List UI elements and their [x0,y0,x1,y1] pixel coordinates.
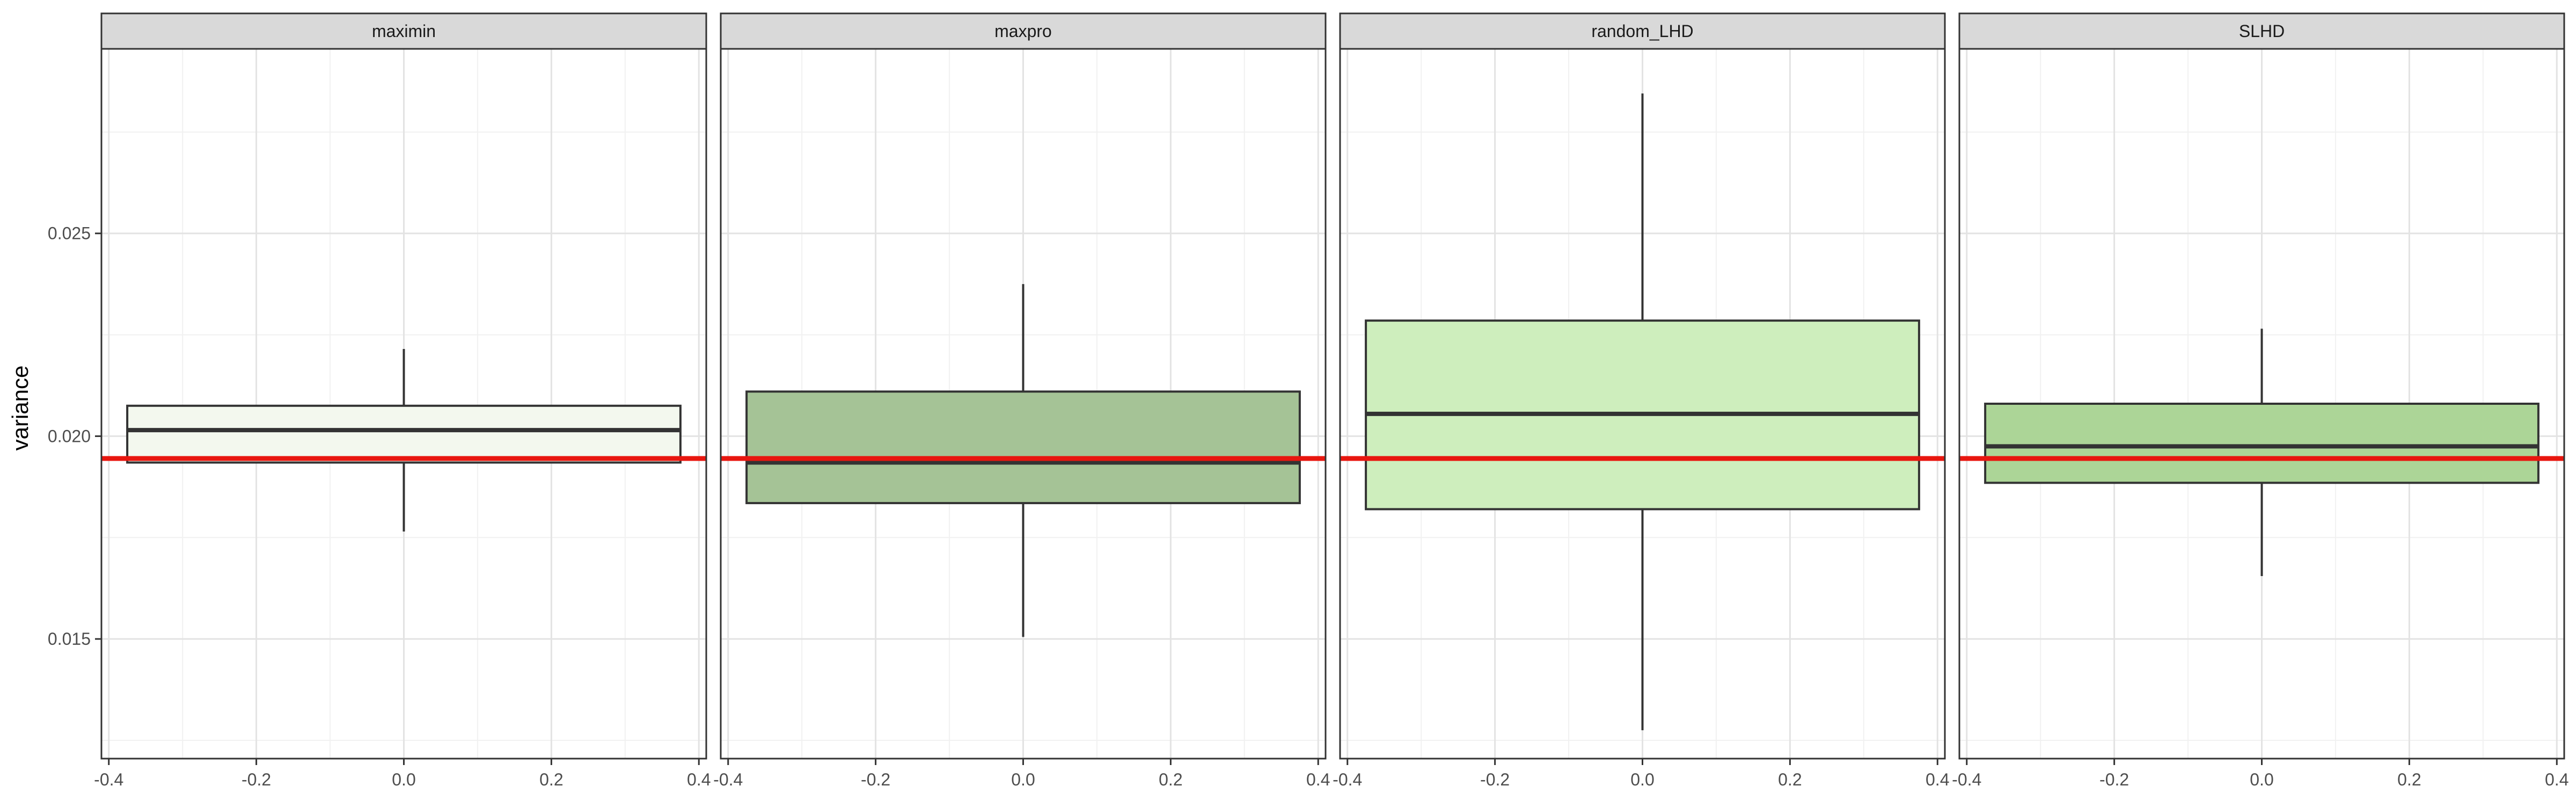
x-tick-label: 0.4 [2545,770,2568,789]
x-tick-label: 0.0 [1630,770,1654,789]
x-tick-label: -0.2 [1480,770,1510,789]
x-tick-label: 0.0 [1011,770,1035,789]
facet-label: SLHD [2239,21,2285,41]
x-tick-label: -0.2 [241,770,271,789]
x-tick-label: -0.4 [1333,770,1362,789]
x-tick-label: 0.0 [392,770,415,789]
panel-maxpro: maxpro -0.4 -0.2 0.0 0.2 0.4 [713,12,1330,789]
x-tick-label: -0.4 [1952,770,1981,789]
x-tick-label: 0.2 [1159,770,1182,789]
x-tick-label: 0.2 [1778,770,1802,789]
box [745,390,1301,505]
facet-label: random_LHD [1591,21,1693,41]
facet-strip [1339,12,1946,50]
panel-random_LHD: random_LHD -0.4 -0.2 0.0 0.2 0.4 [1333,12,1949,789]
x-tick-label: -0.4 [713,770,743,789]
y-tick-label: 0.020 [48,426,91,446]
facet-label: maxpro [994,21,1052,41]
x-tick-label: 0.4 [687,770,711,789]
panel-maximin: maximin -0.4 -0.2 0.0 0.2 0.4 0.015 0.020 0.025 [48,12,711,789]
x-tick-label: 0.0 [2250,770,2273,789]
facet-strip [1958,12,2565,50]
x-tick-label: 0.4 [1926,770,1949,789]
y-tick-label: 0.025 [48,224,91,243]
facet-label: maximin [372,21,436,41]
box [126,404,682,464]
y-axis-title: variance [8,366,33,451]
x-tick-label: 0.2 [539,770,563,789]
y-tick-label: 0.015 [48,629,91,649]
x-tick-label: 0.2 [2397,770,2421,789]
facet-strip [720,12,1327,50]
panel-SLHD: SLHD -0.4 -0.2 0.0 0.2 0.4 [1952,12,2568,789]
x-tick-label: -0.4 [94,770,123,789]
x-tick-label: -0.2 [861,770,890,789]
facet-strip [100,12,707,50]
box [1984,403,2540,484]
x-tick-label: -0.2 [2099,770,2129,789]
x-tick-label: 0.4 [1306,770,1330,789]
